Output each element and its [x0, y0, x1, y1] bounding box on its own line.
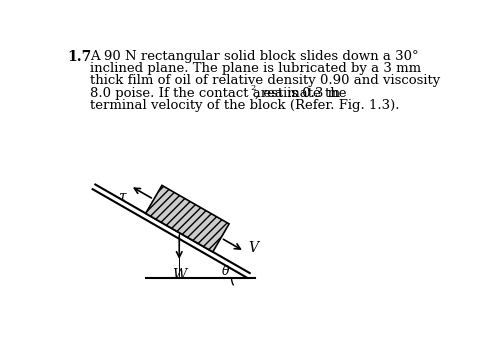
- Text: W: W: [172, 268, 186, 282]
- Text: terminal velocity of the block (Refer. Fig. 1.3).: terminal velocity of the block (Refer. F…: [90, 99, 400, 112]
- Polygon shape: [146, 185, 229, 252]
- Text: inclined plane. The plane is lubricated by a 3 mm: inclined plane. The plane is lubricated …: [90, 62, 422, 75]
- Text: 1.7: 1.7: [67, 50, 91, 64]
- Text: τ: τ: [118, 190, 126, 204]
- Text: V: V: [248, 241, 258, 255]
- Text: θ: θ: [222, 265, 229, 278]
- Text: 2: 2: [251, 84, 256, 93]
- Text: , estimate the: , estimate the: [255, 87, 346, 100]
- Text: A 90 N rectangular solid block slides down a 30°: A 90 N rectangular solid block slides do…: [90, 50, 419, 63]
- Text: thick film of oil of relative density 0.90 and viscosity: thick film of oil of relative density 0.…: [90, 74, 441, 88]
- Text: 8.0 poise. If the contact area is 0.3 m: 8.0 poise. If the contact area is 0.3 m: [90, 87, 341, 100]
